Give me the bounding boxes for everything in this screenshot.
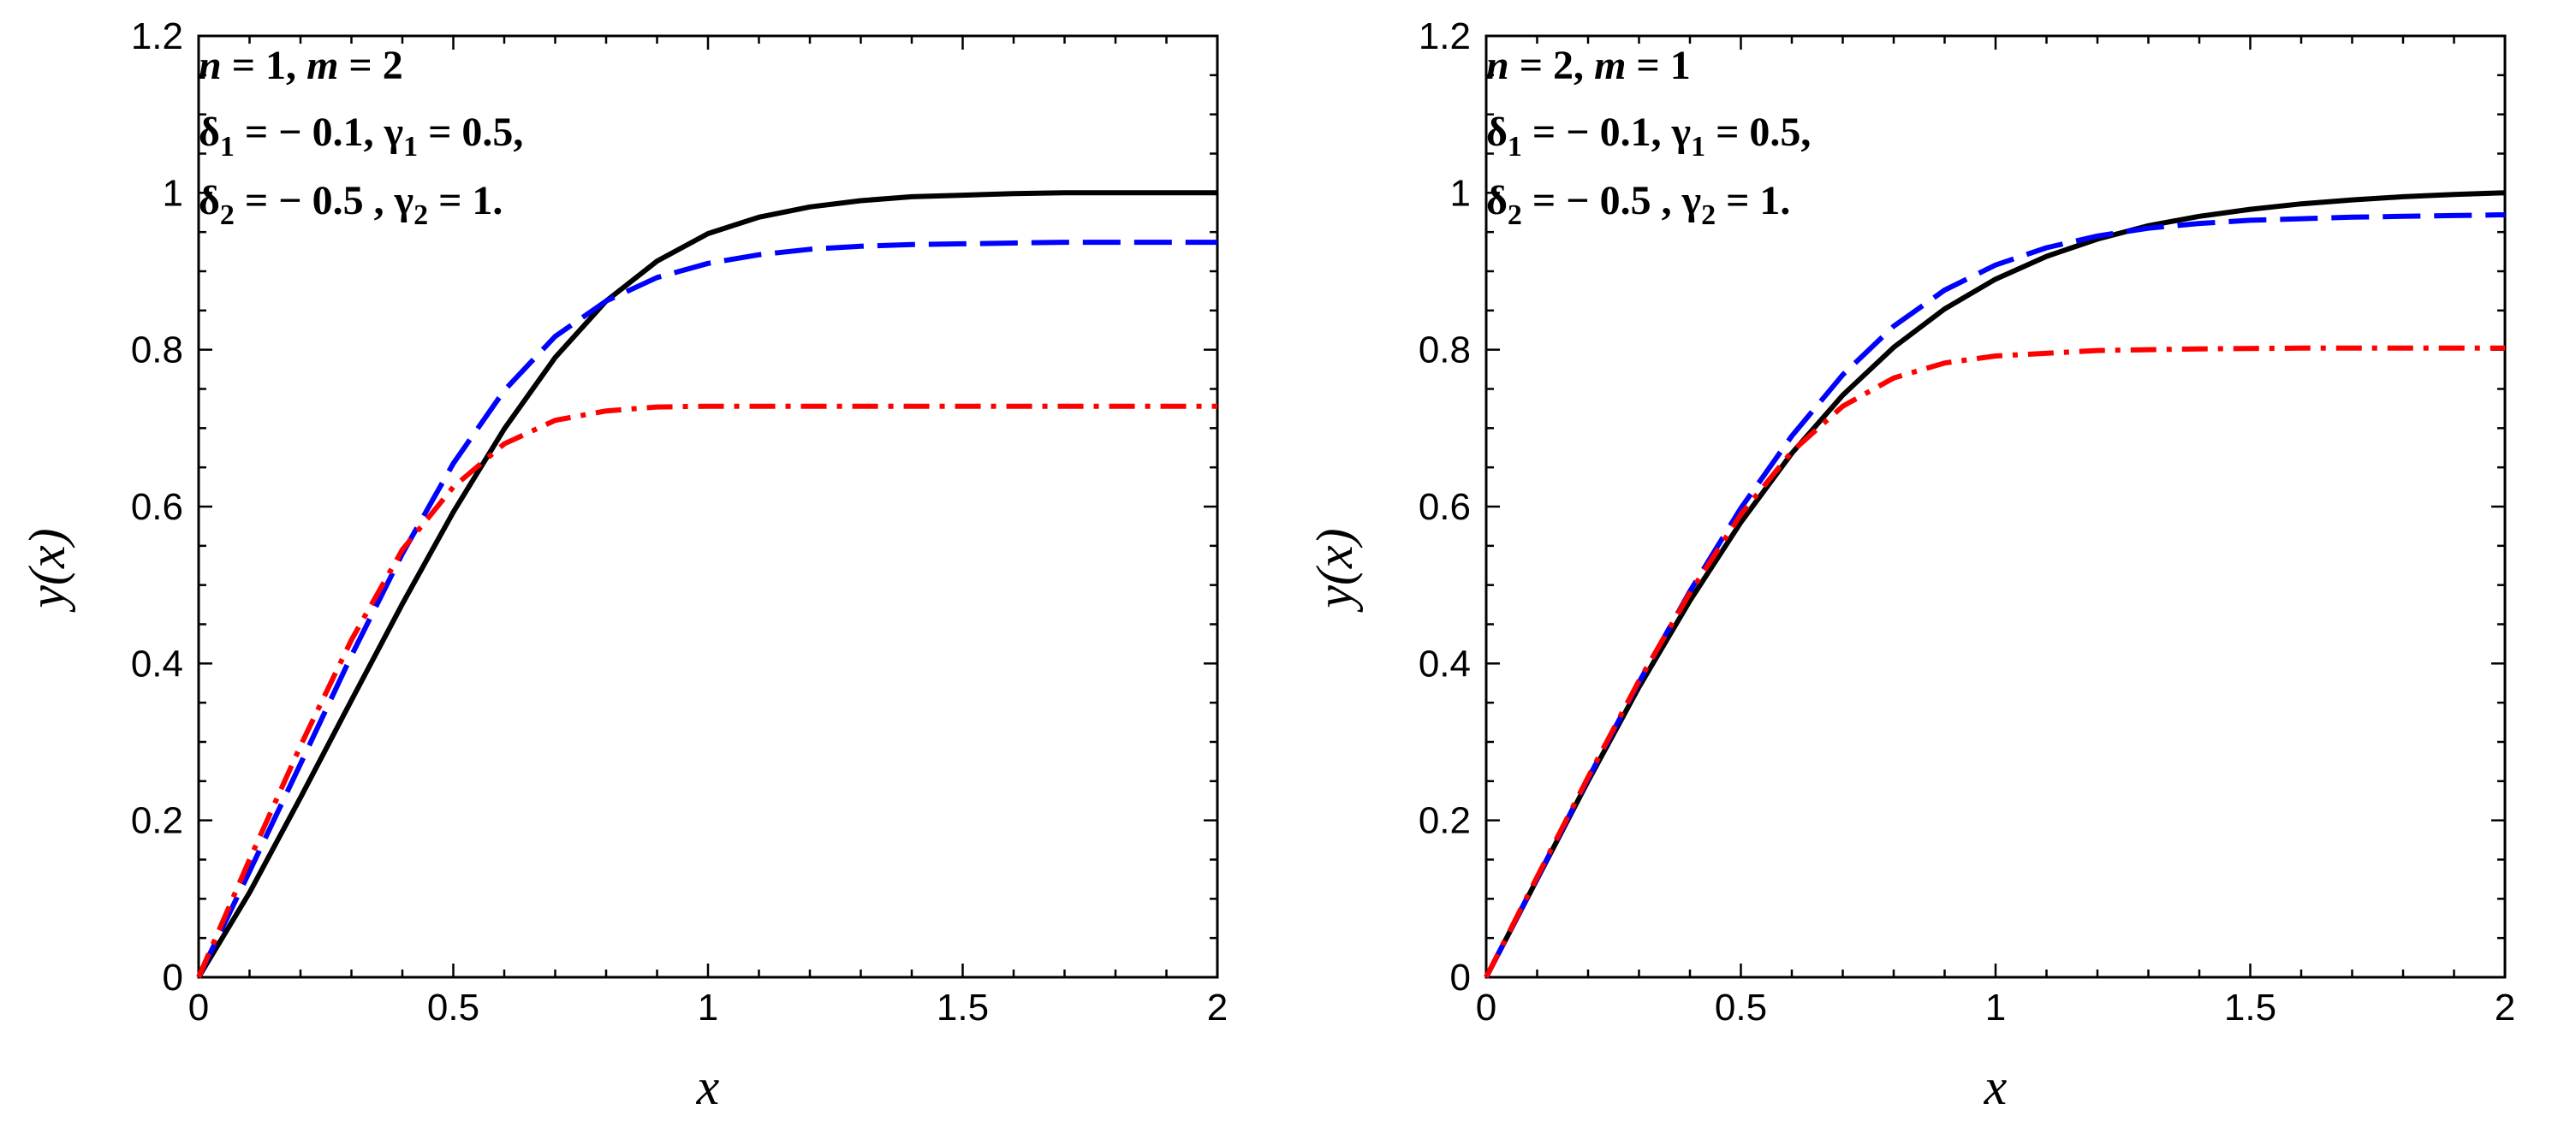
chart-panel-left: 0 0.5 1 1.5 2 0 0.2 0.4 0.6 0.8 1 1.2 x y(x) n = 1,… [19, 15, 1228, 1115]
y-tick-label: 1.2 [131, 15, 183, 57]
annotation-line-1: n = 2, m = 1 [1486, 43, 1691, 88]
annotation-line-3: δ2 = − 0.5 , γ2 = 1. [1486, 178, 1790, 231]
line-chart-left: 0 0.5 1 1.5 2 0 0.2 0.4 0.6 0.8 1 1.2 x y(x) n = 1,… [19, 15, 1228, 1115]
series-layer [1484, 190, 2506, 979]
annotation-line-2: δ1 = − 0.1, γ1 = 0.5, [199, 110, 523, 163]
y-tick-label: 0 [163, 957, 183, 999]
plot-frame [197, 34, 1219, 979]
x-tick-label: 2 [2495, 987, 2515, 1029]
series-line-dashdot [196, 403, 1217, 979]
x-tick-label: 0.5 [427, 987, 479, 1029]
y-tick-label: 1 [1450, 172, 1471, 214]
y-tick-label: 0.6 [1419, 486, 1471, 528]
y-tick-label: 0 [1450, 957, 1471, 999]
y-tick-label: 1 [163, 172, 183, 214]
x-tick-label: 1 [1985, 987, 2006, 1029]
y-axis-label: y(x) [1306, 528, 1363, 613]
y-tick-label: 0.4 [131, 643, 183, 685]
y-tick-label: 0.4 [1419, 643, 1471, 685]
y-tick-label: 0.6 [131, 486, 183, 528]
series-line-dashdot [1484, 345, 2505, 979]
y-tick-label: 0.8 [131, 329, 183, 371]
series-line-solid [196, 190, 1217, 979]
x-tick-label: 0 [1476, 987, 1496, 1029]
x-axis-label: x [696, 1059, 720, 1115]
series-layer [196, 190, 1217, 979]
ticks: 0 0.5 1 1.5 2 0 0.2 0.4 0.6 0.8 1 1.2 [131, 15, 1228, 1029]
y-tick-label: 0.2 [1419, 800, 1471, 842]
series-line-solid [1484, 190, 2506, 979]
chart-panel-right: 0 0.5 1 1.5 2 0 0.2 0.4 0.6 0.8 1 1.2 x y(x) n = 2,… [1288, 0, 2575, 1121]
annotation-line-1: n = 1, m = 2 [199, 43, 403, 88]
x-tick-label: 1 [698, 987, 718, 1029]
line-chart-right: 0 0.5 1 1.5 2 0 0.2 0.4 0.6 0.8 1 1.2 x y(x) n = 2,… [1306, 15, 2515, 1115]
plot-frame [1484, 34, 2507, 979]
x-tick-label: 1.5 [937, 987, 989, 1029]
x-tick-label: 0.5 [1715, 987, 1767, 1029]
series-line-dashed [196, 240, 1217, 979]
x-tick-label: 1.5 [2224, 987, 2276, 1029]
y-tick-label: 0.8 [1419, 329, 1471, 371]
y-tick-label: 0.2 [131, 800, 183, 842]
x-tick-label: 2 [1207, 987, 1228, 1029]
y-tick-label: 1.2 [1419, 15, 1471, 57]
series-line-dashed [1484, 212, 2506, 979]
y-axis-label: y(x) [19, 528, 75, 613]
annotation-line-2: δ1 = − 0.1, γ1 = 0.5, [1486, 110, 1811, 163]
annotation-line-3: δ2 = − 0.5 , γ2 = 1. [199, 178, 503, 231]
x-axis-label: x [1984, 1059, 2008, 1115]
x-tick-label: 0 [188, 987, 209, 1029]
ticks: 0 0.5 1 1.5 2 0 0.2 0.4 0.6 0.8 1 1.2 [1419, 15, 2515, 1029]
